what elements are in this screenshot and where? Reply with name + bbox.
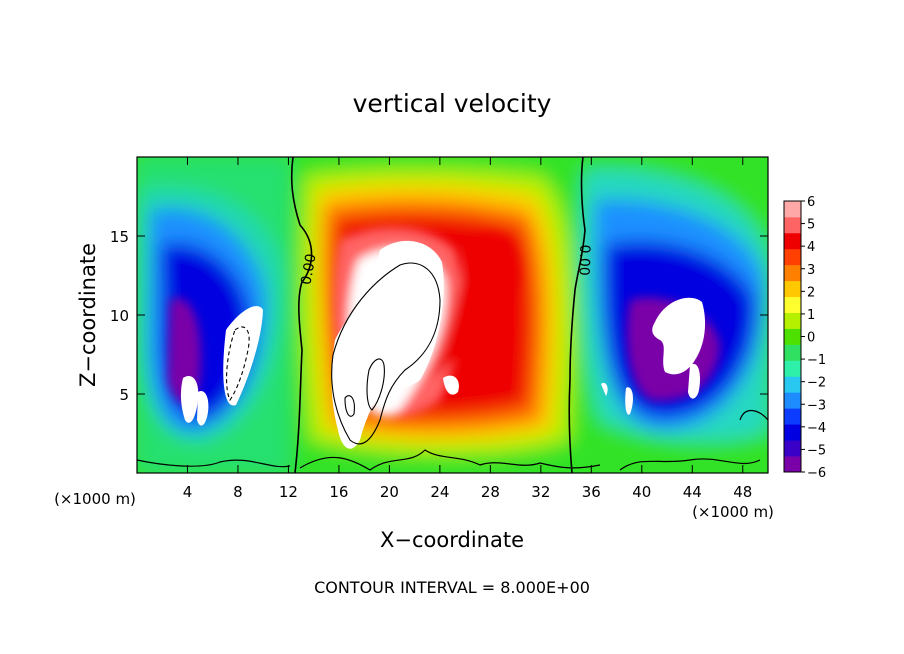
x-unit-left: (×1000 m) (54, 490, 136, 508)
y-tick-label: 15 (110, 228, 129, 246)
x-tick-label: 8 (233, 483, 243, 501)
colorbar-tick-label: −5 (807, 443, 826, 458)
contour-line (290, 157, 313, 473)
saturated-region (652, 297, 706, 375)
contour-line (619, 458, 761, 471)
colorbar: 6 5 4 3 2 1 0 −1 −2 −3 −4 −5 −6 (783, 195, 826, 481)
colorbar-swatch (784, 328, 801, 345)
velocity-field (137, 157, 768, 473)
colorbar-tick-label: 0 (807, 331, 815, 346)
x-tick-label: 36 (582, 483, 601, 501)
colorbar-swatch (784, 376, 801, 393)
colorbar-swatch (784, 312, 801, 329)
contour-line (568, 157, 586, 473)
contour-line (299, 449, 601, 471)
colorbar-tick-label: 6 (807, 195, 815, 210)
x-tick-label: 40 (632, 483, 651, 501)
colorbar-swatch (784, 360, 801, 377)
colorbar-swatch (784, 440, 801, 457)
saturated-region (688, 363, 700, 399)
field-blob-core (430, 234, 519, 380)
contour-label: 0.00 (575, 244, 592, 276)
saturated-region (443, 375, 459, 395)
y-axis-ticks: 5 10 15 (110, 228, 768, 404)
x-tick-label: 20 (380, 483, 399, 501)
colorbar-tick-label: −1 (807, 353, 826, 368)
colorbar-swatch (784, 344, 801, 361)
saturated-region (374, 240, 444, 388)
contour-label: 0.00 (298, 253, 319, 286)
x-tick-label: 48 (733, 483, 752, 501)
x-tick-label: 16 (329, 483, 348, 501)
colorbar-swatch (784, 216, 801, 234)
x-unit-right: (×1000 m) (692, 503, 774, 521)
colorbar-swatch (784, 264, 801, 282)
x-tick-label: 32 (531, 483, 550, 501)
colorbar-swatch (784, 392, 801, 409)
saturated-region (197, 390, 209, 426)
contour-line (137, 459, 291, 468)
colorbar-swatch (784, 456, 801, 473)
colorbar-tick-label: 5 (807, 218, 815, 233)
y-tick-label: 5 (119, 386, 129, 404)
saturated-region (223, 306, 263, 406)
field-blob-core (168, 298, 201, 404)
colorbar-swatch (784, 248, 801, 266)
x-tick-label: 12 (279, 483, 298, 501)
y-tick-label: 10 (110, 307, 129, 325)
x-tick-label: 4 (183, 483, 193, 501)
colorbar-swatch (784, 201, 801, 218)
colorbar-tick-label: −6 (807, 466, 826, 481)
saturated-region (601, 382, 608, 396)
contour-line (739, 410, 768, 421)
contour-interval-note: CONTOUR INTERVAL = 8.000E+00 (314, 578, 590, 597)
colorbar-tick-label: −4 (807, 421, 826, 436)
x-axis-label: X−coordinate (380, 528, 524, 552)
contour-line (226, 326, 250, 402)
colorbar-swatch (784, 232, 801, 250)
colorbar-swatch (784, 296, 801, 313)
chart-title: vertical velocity (353, 89, 552, 118)
colorbar-tick-label: −3 (807, 398, 826, 413)
x-tick-label: 44 (683, 483, 702, 501)
x-tick-label: 28 (481, 483, 500, 501)
colorbar-tick-label: 3 (807, 263, 815, 278)
colorbar-swatch (784, 424, 801, 441)
contour-line (366, 358, 385, 411)
colorbar-swatch (784, 408, 801, 425)
x-tick-label: 24 (430, 483, 449, 501)
x-axis-ticks: 4 8 12 16 20 24 28 32 36 40 44 48 (183, 157, 752, 501)
y-axis-label: Z−coordinate (76, 243, 100, 387)
colorbar-tick-label: 4 (807, 240, 815, 255)
saturated-region (625, 387, 633, 415)
contour-line (344, 395, 355, 417)
colorbar-tick-label: 2 (807, 285, 815, 300)
contour-line (331, 262, 441, 445)
colorbar-swatch (784, 280, 801, 298)
saturated-region (180, 376, 199, 423)
colorbar-tick-label: −2 (807, 376, 826, 391)
contour-lines: 0.00 0.00 (137, 157, 768, 473)
colorbar-tick-label: 1 (807, 308, 815, 323)
